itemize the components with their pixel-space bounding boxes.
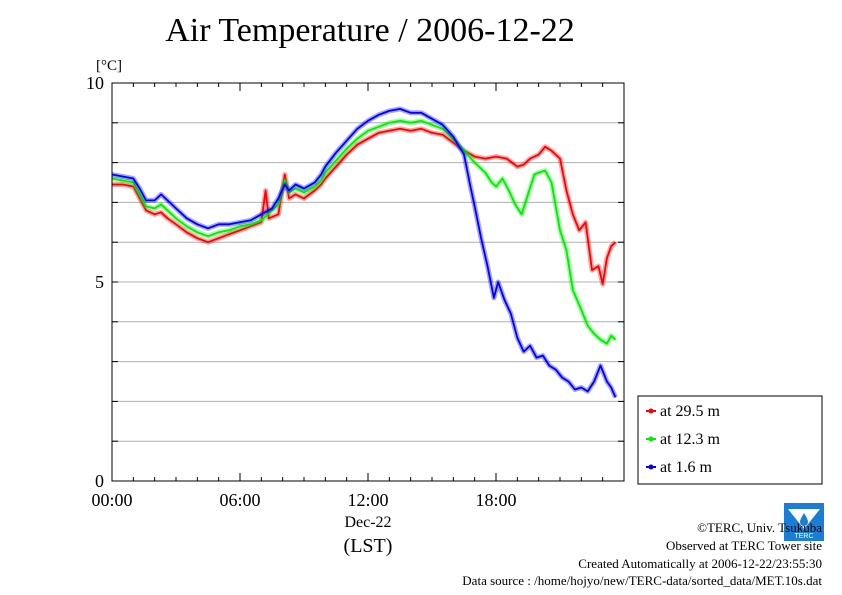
y-tick-label: 5 bbox=[95, 272, 104, 292]
legend: at 29.5 m at 12.3 m at 1.6 m bbox=[637, 395, 823, 485]
site-text: Observed at TERC Tower site bbox=[665, 538, 822, 553]
y-tick-label: 0 bbox=[95, 471, 104, 491]
legend-label: at 12.3 m bbox=[660, 431, 721, 448]
created-text: Created Automatically at 2006-12-22/23:5… bbox=[578, 556, 822, 571]
x-tick-label: 18:00 bbox=[475, 490, 516, 510]
y-axis-label: [°C] bbox=[96, 58, 122, 74]
x-tick-label: 12:00 bbox=[347, 490, 388, 510]
copyright-text: ©TERC, Univ. Tsukuba bbox=[697, 520, 822, 535]
x-tick-label: 06:00 bbox=[219, 490, 260, 510]
legend-marker bbox=[648, 464, 654, 470]
x-axis-unit-label: (LST) bbox=[344, 535, 393, 557]
series-line-3 bbox=[111, 108, 617, 398]
terc-logo-icon: TERC bbox=[784, 503, 824, 541]
x-tick-label: 00:00 bbox=[91, 490, 132, 510]
y-tick-label: 10 bbox=[86, 73, 104, 93]
x-axis-date-label: Dec-22 bbox=[344, 514, 391, 531]
logo-text: TERC bbox=[794, 533, 813, 540]
legend-label: at 1.6 m bbox=[660, 459, 713, 476]
source-text: Data source : /home/hojyo/new/TERC-data/… bbox=[462, 573, 822, 588]
legend-marker bbox=[648, 408, 654, 414]
series-line-1 bbox=[112, 127, 617, 285]
series-line-2 bbox=[111, 119, 617, 345]
series-lines bbox=[111, 106, 618, 399]
chart-title: Air Temperature / 2006-12-22 bbox=[165, 12, 575, 49]
legend-box bbox=[637, 395, 823, 485]
grid-lines bbox=[112, 122, 624, 442]
legend-marker bbox=[648, 436, 654, 442]
legend-label: at 29.5 m bbox=[660, 403, 721, 420]
axes: 0 5 10[°C] 00:00 06:00 12:00 18:00 Dec-22 (LST) bbox=[86, 58, 625, 557]
